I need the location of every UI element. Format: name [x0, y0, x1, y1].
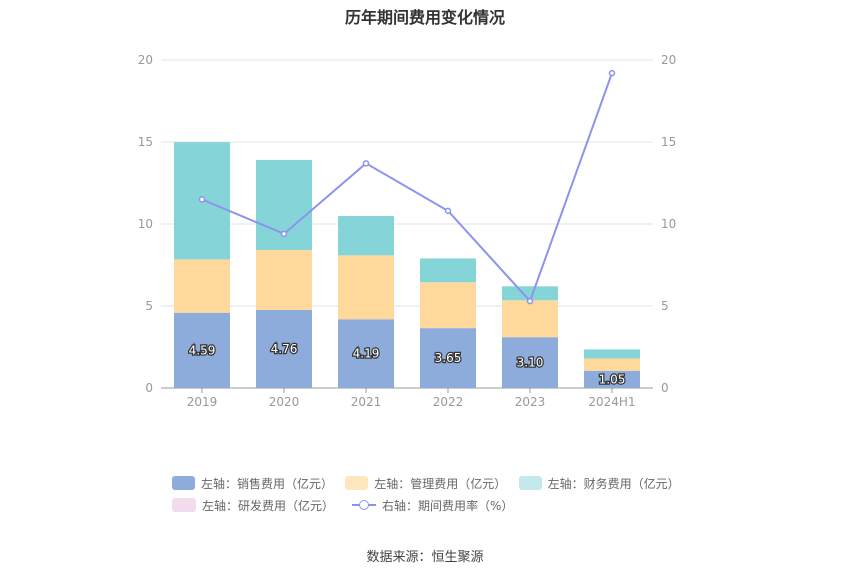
- y-tick-label-right: 0: [661, 381, 669, 395]
- data-label: 3.10: [517, 356, 544, 370]
- legend-label-rate: 右轴：期间费用率（%）: [382, 498, 514, 513]
- rate-point: [444, 207, 452, 215]
- bar-sales: [256, 309, 312, 388]
- y-tick-label-right: 20: [661, 53, 676, 67]
- data-label: 4.76: [271, 342, 298, 356]
- rate-point: [362, 160, 370, 167]
- y-tick-label-left: 10: [138, 217, 153, 231]
- x-tick-label: 2020: [269, 395, 300, 409]
- chart-canvas: 0 5 10 15 20 0 5 10 15 20 2019 2020 2021 2022 2023 2024…: [138, 53, 677, 409]
- x-tick-label: 2023: [515, 395, 546, 409]
- legend-swatch-rd: [172, 498, 196, 512]
- bar-finance: [584, 349, 640, 359]
- bar-admin: [174, 259, 230, 313]
- legend-label-finance: 左轴：财务费用（亿元）: [547, 476, 680, 491]
- bar-admin: [584, 358, 640, 371]
- bar-finance: [338, 215, 394, 256]
- y-tick-label-left: 15: [138, 135, 153, 149]
- bar-sales: [584, 370, 640, 388]
- legend: 左轴：销售费用（亿元） 左轴：管理费用（亿元） 左轴：财务费用（亿元） 左轴：研…: [172, 472, 692, 516]
- data-label: 3.65: [435, 351, 462, 365]
- legend-swatch-sales: [172, 476, 195, 490]
- legend-item-sales[interactable]: 左轴：销售费用（亿元）: [172, 475, 333, 492]
- bar-admin: [338, 255, 394, 320]
- data-label: 4.19: [353, 347, 380, 361]
- x-tick-label: 2019: [187, 395, 218, 409]
- x-tick-label: 2024H1: [588, 395, 635, 409]
- rate-point: [198, 196, 206, 203]
- legend-line-marker-icon: [352, 498, 377, 512]
- data-source: 数据来源：恒生聚源: [366, 550, 484, 565]
- legend-swatch-admin: [345, 476, 369, 490]
- y-tick-label-right: 15: [661, 135, 676, 149]
- legend-item-finance[interactable]: 左轴：财务费用（亿元）: [518, 475, 680, 492]
- bar-admin: [256, 250, 312, 310]
- y-tick-label-right: 5: [661, 299, 669, 313]
- legend-item-rd[interactable]: 左轴：研发费用（亿元）: [172, 497, 334, 514]
- bar-admin: [502, 300, 558, 338]
- x-tick-label: 2022: [433, 395, 464, 409]
- legend-item-admin[interactable]: 左轴：管理费用（亿元）: [345, 475, 507, 492]
- bar-sales: [338, 319, 394, 388]
- bar-admin: [420, 282, 476, 329]
- rate-point: [526, 297, 534, 305]
- rate-point: [608, 69, 616, 77]
- legend-label-rd: 左轴：研发费用（亿元）: [202, 498, 335, 513]
- y-tick-label-left: 0: [145, 381, 153, 395]
- data-label: 1.05: [599, 372, 626, 386]
- legend-item-rate[interactable]: 右轴：期间费用率（%）: [352, 497, 513, 514]
- bar-sales: [174, 312, 230, 388]
- bar-sales: [502, 337, 558, 388]
- bar-finance: [420, 258, 476, 283]
- data-label: 4.59: [189, 343, 216, 357]
- x-tick-label: 2021: [351, 395, 382, 409]
- legend-label-sales: 左轴：销售费用（亿元）: [200, 476, 333, 491]
- chart-title: 历年期间费用变化情况: [344, 8, 505, 27]
- y-tick-label-left: 5: [145, 299, 153, 313]
- rate-line: [201, 72, 613, 303]
- y-tick-label-right: 10: [661, 217, 676, 231]
- rate-point: [280, 230, 288, 238]
- legend-label-admin: 左轴：管理费用（亿元）: [374, 476, 507, 491]
- bar-sales: [420, 328, 476, 388]
- y-tick-label-left: 20: [138, 53, 153, 67]
- bar-finance: [502, 286, 558, 301]
- legend-swatch-finance: [518, 476, 542, 490]
